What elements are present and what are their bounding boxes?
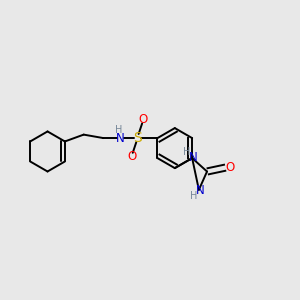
Text: S: S <box>133 131 142 145</box>
Text: O: O <box>225 161 235 174</box>
Text: O: O <box>138 113 147 126</box>
Text: H: H <box>183 147 190 157</box>
Text: N: N <box>189 151 198 164</box>
Text: N: N <box>196 184 204 197</box>
Text: O: O <box>128 150 137 163</box>
Text: H: H <box>190 191 197 201</box>
Text: H: H <box>115 125 123 135</box>
Text: N: N <box>116 132 125 145</box>
